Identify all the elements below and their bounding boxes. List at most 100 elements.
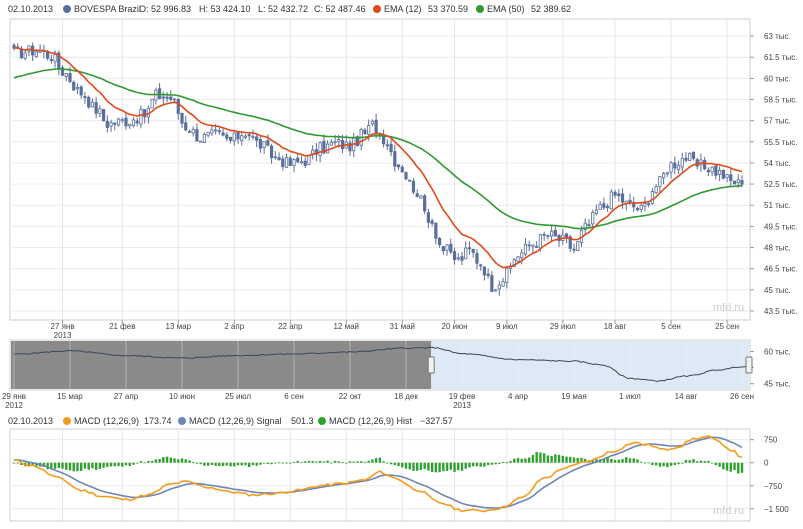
candle[interactable] [643,196,647,212]
candle[interactable] [437,236,442,248]
legend-bovespa-marker[interactable] [63,5,71,13]
candle[interactable] [303,157,307,168]
candle[interactable] [105,115,109,133]
candle[interactable] [113,122,117,131]
candle[interactable] [150,98,154,109]
candle[interactable] [673,156,677,175]
legend-hist-marker[interactable] [318,417,326,425]
candle[interactable] [635,206,640,212]
candle[interactable] [501,277,505,287]
legend-signal-marker[interactable] [178,417,186,425]
candle[interactable] [273,151,277,160]
candle[interactable] [60,65,65,76]
candle[interactable] [124,112,128,130]
candle[interactable] [456,253,460,261]
candle[interactable] [475,249,479,270]
candle[interactable] [520,249,524,265]
candle[interactable] [236,131,240,144]
candle[interactable] [98,105,102,118]
candle[interactable] [441,245,445,255]
candle[interactable] [471,248,475,258]
candle[interactable] [434,222,438,245]
candle[interactable] [191,126,195,137]
candle[interactable] [75,83,80,94]
candle[interactable] [598,201,602,210]
candle[interactable] [654,184,658,195]
candle[interactable] [120,117,124,123]
legend-ema12-label[interactable]: EMA (12) [384,4,422,14]
candle[interactable] [23,49,27,61]
candle[interactable] [228,136,233,144]
candle[interactable] [404,171,408,181]
candle[interactable] [87,95,91,109]
candle[interactable] [606,203,610,212]
candle[interactable] [389,139,393,157]
candle[interactable] [676,160,681,175]
legend-ema12-marker[interactable] [373,5,381,13]
candle[interactable] [591,209,595,228]
candle[interactable] [710,166,714,177]
candle[interactable] [617,189,621,202]
candle[interactable] [662,171,666,185]
candle[interactable] [288,155,292,166]
candle[interactable] [161,91,165,105]
candle[interactable] [445,243,449,256]
candle[interactable] [647,202,651,208]
candle[interactable] [568,234,572,253]
candle[interactable] [408,179,412,182]
candle[interactable] [430,218,434,227]
candle[interactable] [576,240,580,252]
candle[interactable] [396,164,401,170]
candle[interactable] [587,218,591,228]
candle[interactable] [602,197,606,210]
candle[interactable] [135,117,139,127]
candle[interactable] [64,72,68,82]
candle[interactable] [729,168,733,187]
candle[interactable] [79,85,83,99]
candle[interactable] [116,117,121,127]
candle[interactable] [613,189,617,199]
candle[interactable] [128,123,132,129]
candle[interactable] [680,152,684,172]
candle[interactable] [299,155,304,165]
candle[interactable] [195,123,199,142]
candle[interactable] [143,109,147,124]
candle[interactable] [184,115,188,132]
candle[interactable] [348,139,352,156]
candle[interactable] [139,105,143,129]
candle[interactable] [292,158,296,173]
candle[interactable] [165,92,169,103]
candle[interactable] [400,164,404,173]
candle[interactable] [329,139,333,146]
candle[interactable] [669,161,673,179]
candle[interactable] [493,289,498,292]
candle[interactable] [393,144,397,172]
candle[interactable] [102,108,106,122]
candle[interactable] [479,263,483,271]
candle[interactable] [718,166,722,182]
navigator-left-handle[interactable] [427,356,435,374]
candle[interactable] [423,193,427,215]
candle[interactable] [269,143,274,164]
candle[interactable] [180,112,184,128]
candle[interactable] [262,141,266,154]
candle[interactable] [490,271,494,292]
candle[interactable] [240,132,244,146]
candle[interactable] [546,234,550,240]
candle[interactable] [266,134,270,147]
candle[interactable] [284,153,289,168]
candle[interactable] [281,155,285,171]
candle[interactable] [251,129,255,140]
legend-hist-label[interactable]: MACD (12,26,9) Hist [329,416,413,426]
candle[interactable] [725,174,729,183]
candle[interactable] [550,225,554,241]
candle[interactable] [714,165,718,180]
candle[interactable] [370,119,375,126]
candle[interactable] [740,175,744,188]
candle[interactable] [221,127,225,137]
candle[interactable] [535,241,539,248]
candle[interactable] [706,167,711,177]
candle[interactable] [460,251,464,265]
candle[interactable] [202,132,206,143]
